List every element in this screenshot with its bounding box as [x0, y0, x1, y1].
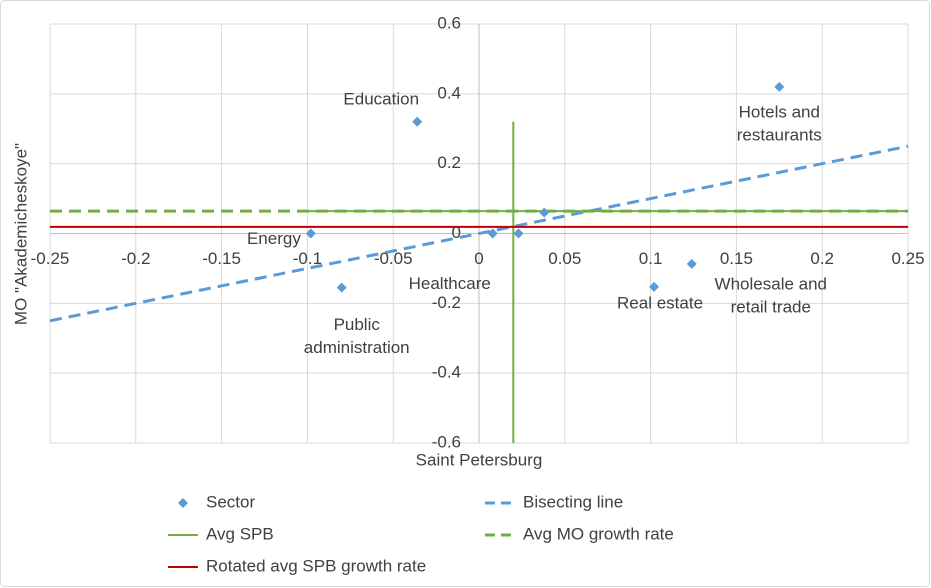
data-point: [649, 281, 660, 292]
point-label: Real estate: [617, 293, 703, 312]
series-line: [49, 144, 909, 323]
data-point: [487, 228, 498, 239]
point-label: administration: [304, 338, 410, 357]
legend-label: Rotated avg SPB growth rate: [206, 556, 426, 575]
x-tick-label: -0.25: [31, 249, 70, 268]
legend-label: Bisecting line: [523, 492, 623, 511]
y-tick-label: 0.4: [437, 83, 461, 102]
x-tick-label: 0.25: [891, 249, 924, 268]
data-point: [539, 207, 550, 218]
legend-label: Avg MO growth rate: [523, 524, 674, 543]
x-tick-label: 0.15: [720, 249, 753, 268]
y-tick-label: 0.6: [437, 13, 461, 32]
x-tick-label: -0.05: [374, 249, 413, 268]
legend-label: Sector: [206, 492, 255, 511]
legend-label: Avg SPB: [206, 524, 274, 543]
y-tick-label: -0.2: [432, 293, 461, 312]
x-tick-label: 0: [474, 249, 483, 268]
point-label: restaurants: [737, 125, 822, 144]
x-axis-title: Saint Petersburg: [416, 450, 543, 469]
y-axis-title: MO "Akademicheskoye": [11, 143, 30, 325]
data-point: [686, 258, 697, 269]
x-tick-label: 0.1: [639, 249, 663, 268]
point-label: Wholesale and: [715, 274, 827, 293]
data-point: [412, 116, 423, 127]
point-label: Public: [334, 315, 381, 334]
x-tick-label: -0.15: [202, 249, 241, 268]
point-label: Healthcare: [409, 274, 491, 293]
x-tick-label: -0.2: [121, 249, 150, 268]
data-point: [305, 228, 316, 239]
y-tick-label: -0.4: [432, 363, 461, 382]
y-tick-label: 0: [452, 223, 461, 242]
y-tick-label: -0.6: [432, 432, 461, 451]
point-label: retail trade: [731, 297, 811, 316]
point-label: Education: [343, 89, 419, 108]
y-tick-label: 0.2: [437, 153, 461, 172]
data-point: [513, 228, 524, 239]
legend-marker: [178, 498, 188, 508]
point-label: Hotels and: [739, 102, 820, 121]
x-tick-label: 0.05: [548, 249, 581, 268]
x-tick-label: -0.1: [293, 249, 322, 268]
data-point: [774, 81, 785, 92]
point-label: Energy: [247, 229, 301, 248]
data-point: [336, 282, 347, 293]
x-tick-label: 0.2: [810, 249, 834, 268]
